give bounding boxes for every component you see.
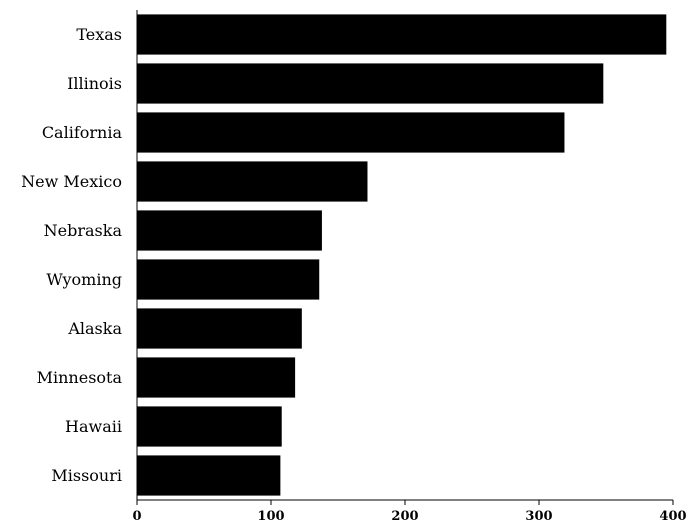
- category-label: Illinois: [67, 74, 122, 93]
- bar-alaska: [137, 308, 302, 349]
- bar-minnesota: [137, 357, 296, 398]
- category-label: Missouri: [51, 466, 122, 485]
- bar-illinois: [137, 63, 604, 104]
- category-label: Hawaii: [65, 417, 122, 436]
- category-label: Texas: [76, 25, 122, 44]
- category-label: Nebraska: [44, 221, 123, 240]
- category-label: Minnesota: [37, 368, 123, 387]
- x-tick-label: 400: [659, 509, 686, 524]
- category-label: Alaska: [67, 319, 122, 338]
- bar-wyoming: [137, 259, 320, 300]
- x-tick-label: 200: [391, 509, 418, 524]
- bar-new-mexico: [137, 161, 368, 202]
- x-tick-label: 300: [525, 509, 552, 524]
- bar-nebraska: [137, 210, 322, 251]
- category-label: Wyoming: [46, 270, 122, 289]
- bar-texas: [137, 14, 667, 55]
- x-tick-label: 0: [132, 509, 141, 524]
- bars-group: [137, 14, 667, 496]
- category-labels-group: Texas Illinois California New Mexico Nebrask…: [21, 25, 122, 485]
- bar-missouri: [137, 455, 281, 496]
- category-label: New Mexico: [21, 172, 122, 191]
- x-axis: 0 100 200 300 400: [132, 499, 687, 524]
- bar-california: [137, 112, 565, 153]
- bar-hawaii: [137, 406, 282, 447]
- category-label: California: [42, 123, 123, 142]
- x-tick-label: 100: [257, 509, 284, 524]
